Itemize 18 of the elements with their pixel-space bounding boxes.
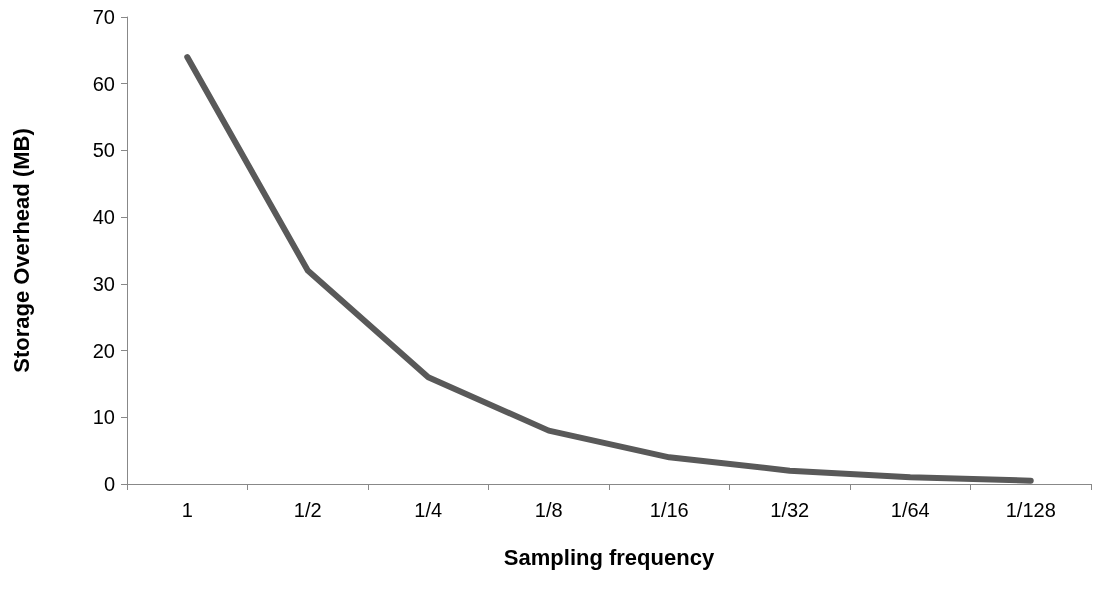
x-tick-label: 1/128	[1005, 499, 1056, 521]
x-tick-label: 1/64	[890, 499, 930, 521]
x-axis-title: Sampling frequency	[503, 544, 715, 570]
y-tick-label: 0	[103, 473, 115, 495]
y-tick-label: 30	[92, 272, 115, 295]
x-tick-label: 1/4	[414, 499, 443, 521]
y-tick-label: 40	[92, 206, 115, 229]
x-tick-label: 1/32	[770, 499, 810, 521]
y-tick-label: 20	[92, 339, 115, 362]
x-tick-label: 1/2	[293, 499, 322, 521]
y-tick-label: 10	[92, 406, 115, 429]
y-tick-label: 50	[92, 139, 115, 162]
y-axis-title: Storage Overhead (MB)	[8, 128, 34, 373]
x-tick-label: 1	[181, 499, 193, 521]
x-tick-label: 1/8	[534, 499, 563, 521]
y-tick-label: 70	[92, 6, 115, 28]
y-tick-label: 60	[92, 72, 115, 95]
x-tick-label: 1/16	[649, 499, 689, 521]
